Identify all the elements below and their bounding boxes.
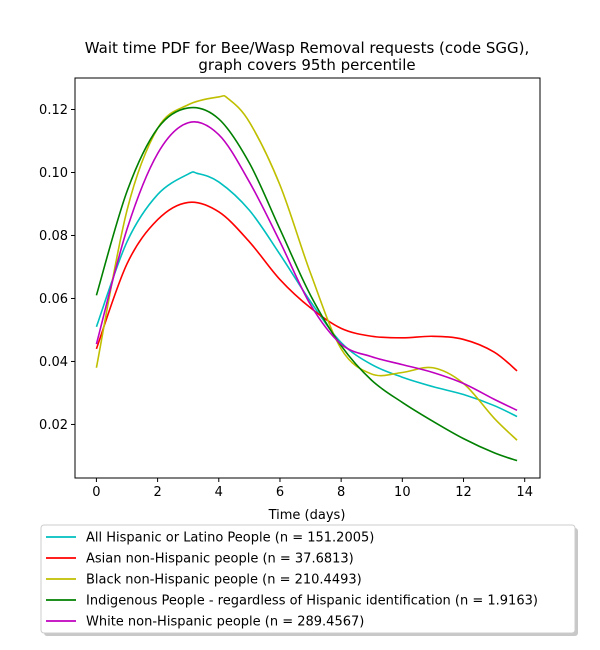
chart-title-line-1: Wait time PDF for Bee/Wasp Removal reque… — [85, 39, 529, 57]
y-tick-label-2: 0.06 — [39, 292, 68, 307]
y-tick-label-1: 0.04 — [39, 355, 68, 370]
legend-label-2: Black non-Hispanic people (n = 210.4493) — [86, 573, 362, 588]
y-axis: 0.02 0.04 0.06 0.08 0.10 0.12 — [39, 103, 75, 433]
x-tick-label-4: 8 — [337, 485, 345, 500]
chart-title-line-2: graph covers 95th percentile — [198, 56, 415, 74]
series-layer — [95, 94, 518, 462]
series-line-2 — [95, 94, 518, 441]
legend-box — [40, 524, 576, 634]
y-tick-label-4: 0.10 — [39, 166, 68, 181]
series-line-4 — [95, 121, 518, 412]
y-tick-label-0: 0.02 — [39, 418, 68, 433]
x-tick-label-5: 10 — [394, 485, 411, 500]
series-line-1 — [95, 201, 518, 372]
x-tick-label-3: 6 — [276, 485, 284, 500]
legend-label-1: Asian non-Hispanic people (n = 37.6813) — [86, 552, 354, 567]
legend-label-4: White non-Hispanic people (n = 289.4567) — [86, 615, 364, 630]
x-tick-label-2: 4 — [215, 485, 223, 500]
x-tick-label-6: 12 — [455, 485, 472, 500]
x-tick-label-0: 0 — [92, 485, 100, 500]
x-tick-label-1: 2 — [153, 485, 161, 500]
plot-area-frame — [74, 77, 541, 479]
legend-label-0: All Hispanic or Latino People (n = 151.2… — [86, 531, 374, 546]
series-line-3 — [95, 106, 518, 462]
legend: All Hispanic or Latino People (n = 151.2… — [40, 524, 578, 636]
x-tick-label-7: 14 — [516, 485, 533, 500]
y-tick-label-3: 0.08 — [39, 229, 68, 244]
legend-label-3: Indigenous People - regardless of Hispan… — [86, 594, 538, 609]
x-axis: 0 2 4 6 8 10 12 14 — [92, 478, 533, 500]
x-axis-label: Time (days) — [268, 508, 346, 523]
y-tick-label-5: 0.12 — [39, 103, 68, 118]
series-line-0 — [95, 171, 518, 418]
